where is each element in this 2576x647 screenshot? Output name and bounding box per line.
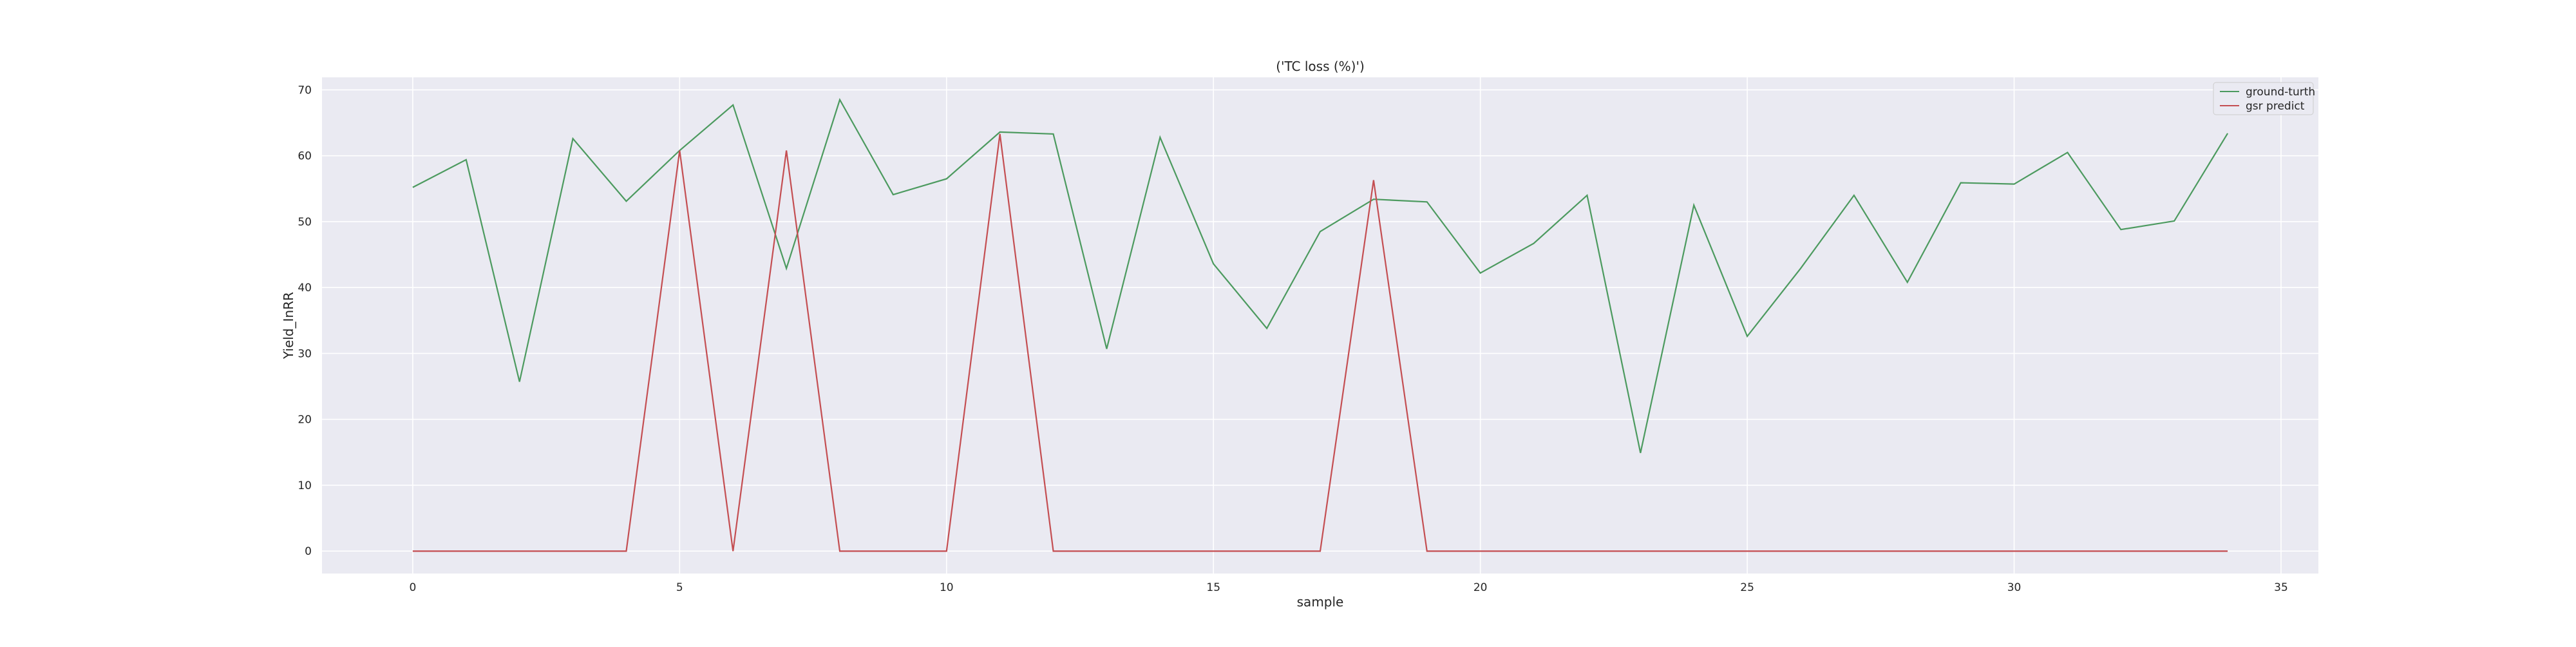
- series-line-gsr-predict: [412, 133, 2228, 552]
- series-lines: [412, 98, 2229, 552]
- y-tick-label: 20: [298, 414, 312, 427]
- grid-lines: [322, 77, 2318, 574]
- y-tick-label: 70: [298, 84, 312, 97]
- x-tick-label: 0: [409, 581, 416, 594]
- x-tick-label: 25: [1740, 581, 1754, 594]
- x-tick-label: 15: [1206, 581, 1220, 594]
- y-tick-label: 10: [298, 479, 312, 492]
- y-tick-label: 50: [298, 216, 312, 229]
- x-tick-label: 5: [676, 581, 683, 594]
- legend-label-gsr-predict: gsr predict: [2246, 100, 2305, 113]
- legend-box: [2213, 82, 2314, 115]
- y-tick-label: 60: [298, 150, 312, 163]
- series-line-ground-turth: [412, 98, 2229, 454]
- x-tick-label: 20: [1473, 581, 1488, 594]
- y-tick-label: 0: [305, 545, 312, 558]
- x-tick-label: 10: [940, 581, 954, 594]
- legend-label-ground-turth: ground-turth: [2246, 86, 2315, 99]
- plot-background: [322, 77, 2318, 574]
- y-tick-label: 40: [298, 282, 312, 295]
- legend: ground-turth gsr predict: [2213, 82, 2315, 115]
- tick-labels: 0 5 10 15 20 25 30 35 0 10 20 30 40 50 60 70: [298, 84, 2287, 594]
- x-axis-label: sample: [1297, 594, 1344, 610]
- x-tick-label: 35: [2274, 581, 2288, 594]
- y-axis-label: Yield_InRR: [281, 292, 296, 360]
- chart-title: ('TC loss (%)'): [1276, 59, 1365, 74]
- y-tick-label: 30: [298, 347, 312, 360]
- x-tick-label: 30: [2007, 581, 2022, 594]
